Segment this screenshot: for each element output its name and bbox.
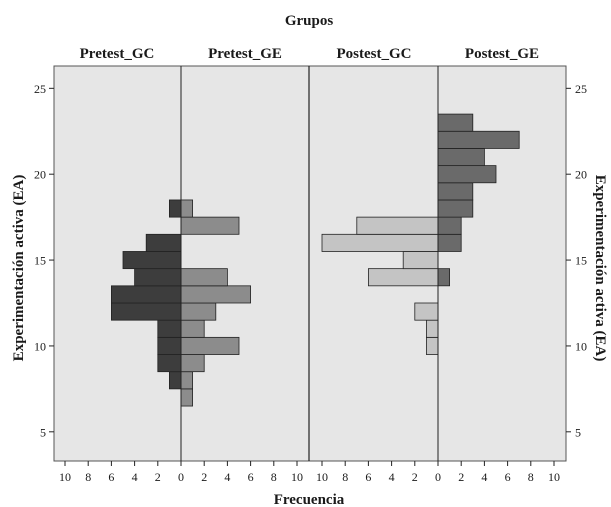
bar — [180, 285, 251, 304]
y-tick-label-right: 10 — [575, 339, 587, 353]
bar — [425, 319, 439, 338]
series-pretest-ge — [180, 199, 251, 407]
x-tick-label: 0 — [178, 470, 184, 484]
x-tick-label: 4 — [389, 470, 395, 484]
bar — [111, 285, 182, 304]
bar — [437, 268, 451, 287]
bar — [180, 199, 194, 218]
y-axis-label-left: Experimentación activa (EA) — [11, 175, 27, 362]
bar — [437, 182, 474, 201]
bar — [321, 233, 439, 252]
y-axis-label-right: Experimentación activa (EA) — [592, 175, 608, 362]
x-tick-label: 8 — [271, 470, 277, 484]
bar — [145, 233, 182, 252]
panels-layer: Pretest_GC Pretest_GE Postest_GC Postest_GE… — [34, 46, 587, 484]
bar — [367, 268, 439, 287]
bar — [122, 251, 182, 270]
x-tick-label: 10 — [548, 470, 560, 484]
bar — [180, 354, 205, 373]
chart-title: Grupos — [285, 13, 334, 29]
x-tick-label: 8 — [85, 470, 91, 484]
bar — [437, 165, 497, 184]
bar — [414, 302, 439, 321]
bar — [180, 216, 240, 235]
x-tick-label: 0 — [435, 470, 441, 484]
x-tick-label: 10 — [59, 470, 71, 484]
y-tick-label-right: 20 — [575, 168, 587, 182]
x-tick-label: 8 — [342, 470, 348, 484]
y-tick-label-right: 15 — [575, 254, 587, 268]
bar — [168, 371, 182, 390]
x-tick-label: 6 — [108, 470, 114, 484]
x-tick-label: 4 — [224, 470, 230, 484]
y-tick-label-right: 5 — [575, 425, 581, 439]
y-tick-label-right: 25 — [575, 82, 587, 96]
bar — [180, 336, 240, 355]
bar — [157, 354, 182, 373]
bar — [180, 388, 194, 407]
series-postest-ge — [437, 113, 520, 287]
x-tick-label: 2 — [458, 470, 464, 484]
bar — [402, 251, 439, 270]
y-tick-label-left: 25 — [34, 82, 46, 96]
x-tick-label: 2 — [412, 470, 418, 484]
y-tick-label-left: 20 — [34, 168, 46, 182]
panel-label: Pretest_GC — [80, 46, 155, 62]
bar — [425, 336, 439, 355]
x-tick-label: 6 — [248, 470, 254, 484]
bar — [437, 216, 462, 235]
x-tick-label: 6 — [505, 470, 511, 484]
x-tick-label: 10 — [316, 470, 328, 484]
bar — [180, 302, 217, 321]
bar — [437, 233, 462, 252]
bar — [437, 148, 485, 167]
y-tick-label-left: 10 — [34, 339, 46, 353]
x-tick-label: 4 — [481, 470, 487, 484]
bar — [157, 319, 182, 338]
bar — [356, 216, 439, 235]
series-postest-gc — [321, 216, 439, 355]
x-tick-label: 10 — [291, 470, 303, 484]
panel-label: Pretest_GE — [208, 46, 282, 62]
x-tick-label: 6 — [365, 470, 371, 484]
bar — [180, 268, 228, 287]
y-tick-label-left: 15 — [34, 254, 46, 268]
bar — [111, 302, 182, 321]
panel-label: Postest_GC — [337, 46, 412, 62]
x-tick-label: 2 — [155, 470, 161, 484]
x-tick-label: 2 — [201, 470, 207, 484]
bar — [180, 319, 205, 338]
bar — [437, 113, 474, 132]
x-axis-label: Frecuencia — [274, 492, 345, 507]
bar — [437, 199, 474, 218]
bar — [437, 130, 520, 149]
bar — [157, 336, 182, 355]
bar — [168, 199, 182, 218]
bar — [180, 371, 194, 390]
panel-label: Postest_GE — [465, 46, 539, 62]
x-tick-label: 4 — [132, 470, 138, 484]
bar — [134, 268, 182, 287]
y-tick-label-left: 5 — [40, 425, 46, 439]
x-tick-label: 8 — [528, 470, 534, 484]
